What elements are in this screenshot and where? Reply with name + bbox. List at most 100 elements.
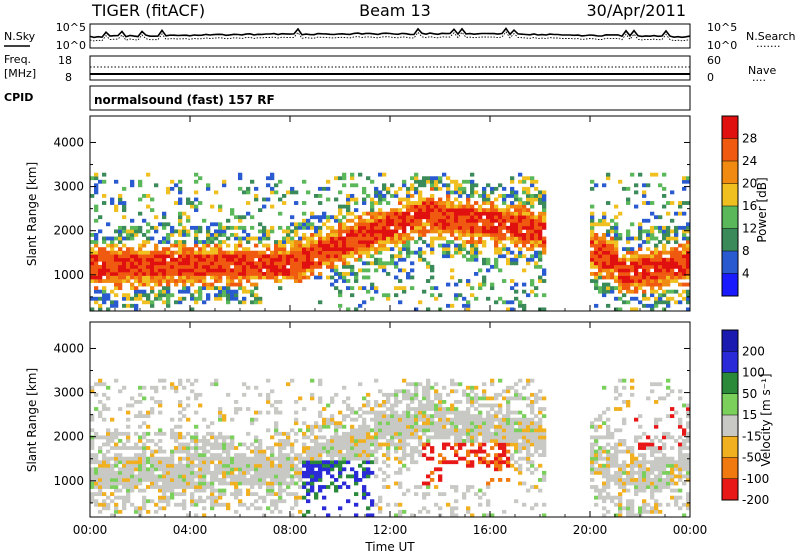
heatmap-cell xyxy=(474,431,479,436)
heatmap-cell xyxy=(258,254,263,259)
heatmap-cell xyxy=(362,474,367,479)
heatmap-cell xyxy=(358,478,363,482)
heatmap-cell xyxy=(510,428,515,433)
heatmap-cell xyxy=(454,410,459,415)
heatmap-cell xyxy=(626,499,631,504)
heatmap-cell xyxy=(474,407,479,411)
heatmap-cell xyxy=(618,233,623,237)
heatmap-cell xyxy=(242,300,247,305)
heatmap-cell xyxy=(650,495,655,500)
heatmap-cell xyxy=(518,225,523,230)
heatmap-cell xyxy=(494,442,499,447)
heatmap-cell xyxy=(446,194,451,198)
heatmap-cell xyxy=(258,460,263,465)
heatmap-cell xyxy=(194,296,199,301)
heatmap-cell xyxy=(206,225,211,230)
heatmap-cell xyxy=(182,257,187,262)
heatmap-cell xyxy=(682,257,687,262)
heatmap-cell xyxy=(286,460,291,465)
heatmap-cell xyxy=(142,506,147,511)
heatmap-cell xyxy=(262,254,267,259)
heatmap-cell xyxy=(142,268,147,273)
heatmap-cell xyxy=(458,222,463,227)
heatmap-cell xyxy=(350,264,355,269)
heatmap-cell xyxy=(598,268,603,273)
heatmap-cell xyxy=(590,467,595,472)
heatmap-cell xyxy=(370,407,375,411)
heatmap-cell xyxy=(538,442,543,447)
heatmap-cell xyxy=(198,250,203,255)
heatmap-cell xyxy=(90,194,95,198)
heatmap-cell xyxy=(266,243,271,248)
heatmap-cell xyxy=(506,400,511,404)
heatmap-cell xyxy=(198,229,203,234)
heatmap-cell xyxy=(230,470,235,475)
heatmap-cell xyxy=(658,282,663,287)
heatmap-cell xyxy=(642,463,647,468)
heatmap-cell xyxy=(674,261,679,266)
heatmap-cell xyxy=(342,279,347,283)
heatmap-cell xyxy=(602,268,607,273)
heatmap-cell xyxy=(614,502,619,507)
heatmap-cell xyxy=(122,186,127,191)
heatmap-cell xyxy=(442,236,447,241)
heatmap-cell xyxy=(138,183,143,188)
heatmap-cell xyxy=(330,215,335,220)
heatmap-cell xyxy=(338,506,343,511)
heatmap-cell xyxy=(490,222,495,227)
heatmap-cell xyxy=(158,488,163,493)
heatmap-cell xyxy=(266,456,271,461)
heatmap-cell xyxy=(498,250,503,255)
heatmap-cell xyxy=(446,421,451,426)
heatmap-cell xyxy=(670,268,675,273)
heatmap-cell xyxy=(530,218,535,223)
heatmap-cell xyxy=(194,190,199,195)
heatmap-cell xyxy=(262,449,267,454)
heatmap-cell xyxy=(662,257,667,262)
heatmap-cell xyxy=(94,268,99,273)
heatmap-cell xyxy=(638,446,643,450)
heatmap-cell xyxy=(346,307,351,311)
heatmap-cell xyxy=(478,456,483,461)
heatmap-cell xyxy=(170,225,175,230)
heatmap-cell xyxy=(354,513,359,517)
heatmap-cell xyxy=(530,470,535,475)
heatmap-cell xyxy=(310,378,315,383)
heatmap-cell xyxy=(346,446,351,450)
heatmap-cell xyxy=(350,410,355,415)
heatmap-cell xyxy=(638,257,643,262)
heatmap-cell xyxy=(90,268,95,273)
heatmap-cell xyxy=(262,225,267,230)
heatmap-cell xyxy=(594,456,599,461)
heatmap-cell xyxy=(374,435,379,440)
heatmap-cell xyxy=(478,396,483,401)
heatmap-cell xyxy=(650,233,655,237)
heatmap-cell xyxy=(478,233,483,237)
heatmap-cell xyxy=(454,229,459,234)
heatmap-cell xyxy=(314,254,319,259)
heatmap-cell xyxy=(126,236,131,241)
heatmap-cell xyxy=(430,250,435,255)
heatmap-cell xyxy=(358,254,363,259)
heatmap-cell xyxy=(98,296,103,301)
heatmap-cell xyxy=(158,463,163,468)
heatmap-cell xyxy=(666,261,671,266)
heatmap-cell xyxy=(430,446,435,450)
heatmap-cell xyxy=(98,481,103,486)
heatmap-cell xyxy=(642,229,647,234)
heatmap-cell xyxy=(614,453,619,458)
heatmap-cell xyxy=(618,289,623,294)
heatmap-cell xyxy=(418,204,423,209)
heatmap-cell xyxy=(594,236,599,241)
heatmap-cell xyxy=(678,243,683,248)
heatmap-cell xyxy=(90,439,95,443)
heatmap-cell xyxy=(402,396,407,401)
heatmap-cell xyxy=(202,261,207,266)
heatmap-cell xyxy=(186,261,191,266)
heatmap-cell xyxy=(342,236,347,241)
heatmap-cell xyxy=(398,400,403,404)
heatmap-cell xyxy=(146,268,151,273)
heatmap-cell xyxy=(98,449,103,454)
heatmap-cell xyxy=(386,485,391,489)
heatmap-cell xyxy=(126,261,131,266)
